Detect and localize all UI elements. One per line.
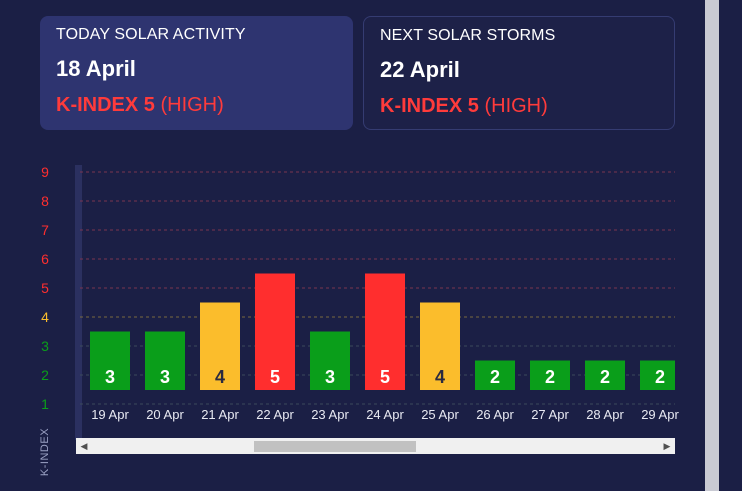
chart-horizontal-scrollbar[interactable]: ◀ ▶	[76, 438, 675, 454]
scroll-right-arrow-icon[interactable]: ▶	[663, 440, 671, 451]
x-tick-label: 28 Apr	[586, 407, 624, 422]
y-tick-label: 5	[41, 280, 49, 296]
bar	[420, 302, 460, 390]
today-activity-card: TODAY SOLAR ACTIVITY 18 April K-INDEX 5 …	[40, 16, 353, 130]
x-tick-label: 20 Apr	[146, 407, 184, 422]
bar	[200, 302, 240, 390]
bar-value-label: 5	[270, 367, 280, 387]
y-tick-label: 9	[41, 164, 49, 180]
x-tick-label: 19 Apr	[91, 407, 129, 422]
x-tick-label: 26 Apr	[476, 407, 514, 422]
bar	[255, 273, 295, 390]
next-storms-card: NEXT SOLAR STORMS 22 April K-INDEX 5 (HI…	[363, 16, 675, 130]
today-card-kindex: K-INDEX 5 (HIGH)	[56, 94, 337, 117]
y-tick-label: 1	[41, 396, 49, 412]
y-tick-label: 8	[41, 193, 49, 209]
today-kindex-level: (HIGH)	[160, 94, 224, 116]
y-tick-label: 7	[41, 222, 49, 238]
bar	[640, 360, 675, 390]
bar-value-label: 2	[655, 367, 665, 387]
bar	[585, 360, 625, 390]
bar-value-label: 4	[215, 367, 225, 387]
bar	[145, 331, 185, 390]
x-tick-label: 25 Apr	[421, 407, 459, 422]
bar	[475, 360, 515, 390]
bar	[310, 331, 350, 390]
next-kindex-level: (HIGH)	[484, 95, 548, 117]
today-card-label: TODAY SOLAR ACTIVITY	[56, 26, 246, 43]
bar	[530, 360, 570, 390]
y-tick-label: 4	[41, 309, 49, 325]
y-tick-label: 3	[41, 338, 49, 354]
bar-value-label: 2	[545, 367, 555, 387]
bar-value-label: 3	[105, 367, 115, 387]
next-kindex-value: K-INDEX 5	[380, 95, 479, 117]
x-tick-label: 24 Apr	[366, 407, 404, 422]
bar-value-label: 4	[435, 367, 445, 387]
page-scrollbar[interactable]	[705, 0, 719, 491]
next-card-kindex: K-INDEX 5 (HIGH)	[380, 95, 658, 118]
bar-value-label: 2	[600, 367, 610, 387]
x-tick-label: 23 Apr	[311, 407, 349, 422]
x-tick-label: 29 Apr	[641, 407, 679, 422]
bar	[365, 273, 405, 390]
x-tick-label: 22 Apr	[256, 407, 294, 422]
x-tick-label: 27 Apr	[531, 407, 569, 422]
scroll-thumb[interactable]	[254, 441, 416, 452]
bar-value-label: 2	[490, 367, 500, 387]
today-kindex-value: K-INDEX 5	[56, 94, 155, 116]
page-edge	[719, 0, 742, 491]
scroll-left-arrow-icon[interactable]: ◀	[80, 440, 88, 451]
bar-value-label: 3	[325, 367, 335, 387]
next-card-date: 22 April	[380, 57, 460, 82]
y-tick-label: 2	[41, 367, 49, 383]
y-tick-label: 6	[41, 251, 49, 267]
today-card-date: 18 April	[56, 56, 136, 81]
bar-value-label: 3	[160, 367, 170, 387]
x-tick-label: 21 Apr	[201, 407, 239, 422]
next-card-label: NEXT SOLAR STORMS	[380, 27, 556, 44]
bar-value-label: 5	[380, 367, 390, 387]
bar	[90, 331, 130, 390]
chart-left-rail	[75, 165, 82, 440]
